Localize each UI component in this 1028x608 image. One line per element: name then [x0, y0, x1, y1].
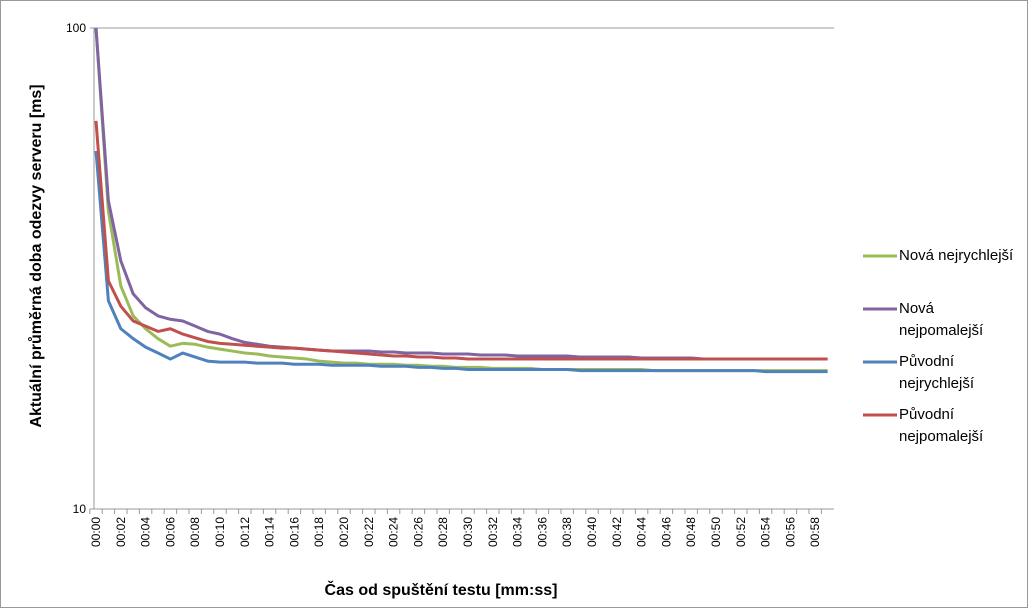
x-tick-label: 00:52	[734, 517, 748, 547]
line-series	[94, 120, 828, 361]
x-tick-label: 00:28	[436, 517, 450, 547]
legend-label: Nová nejrychlejší	[899, 247, 1014, 264]
x-tick-label: 00:46	[659, 517, 673, 547]
x-tick-label: 00:32	[486, 517, 500, 547]
x-tick-label: 00:16	[287, 517, 301, 547]
y-tick-label: 100	[66, 21, 86, 35]
x-tick-label: 00:14	[263, 517, 277, 547]
x-tick-label: 00:44	[635, 517, 649, 547]
x-tick-label: 00:24	[387, 517, 401, 547]
x-tick-label: 00:02	[114, 517, 128, 547]
x-tick-label: 00:36	[535, 517, 549, 547]
x-tick-label: 00:56	[783, 517, 797, 547]
x-tick-label: 00:40	[585, 517, 599, 547]
x-tick-label: 00:50	[709, 517, 723, 547]
y-axis-title: Aktuální průměrná doba odezvy serveru [m…	[28, 84, 45, 427]
x-tick-label: 00:12	[238, 517, 252, 547]
x-tick-label: 00:34	[511, 517, 525, 547]
x-axis-title: Čas od spuštění testu [mm:ss]	[325, 580, 558, 599]
x-tick-label: 00:10	[213, 517, 227, 547]
legend-label: Původní nejrychlejší	[899, 353, 975, 392]
legend-label: Nová nejpomalejší	[899, 300, 984, 339]
x-tick-label: 00:08	[188, 517, 202, 547]
x-tick-label: 00:22	[362, 517, 376, 547]
legend-label: Původní nejpomalejší	[899, 406, 984, 445]
x-tick-label: 00:04	[139, 517, 153, 547]
x-tick-label: 00:48	[684, 517, 698, 547]
x-tick-label: 00:30	[461, 517, 475, 547]
x-tick-label: 00:38	[560, 517, 574, 547]
y-tick-label: 10	[73, 502, 87, 516]
x-tick-label: 00:20	[337, 517, 351, 547]
x-tick-label: 00:42	[610, 517, 624, 547]
x-tick-label: 00:00	[89, 517, 103, 547]
x-tick-label: 00:58	[808, 517, 822, 547]
line-series	[94, 150, 828, 374]
line-series	[94, 27, 828, 361]
x-tick-label: 00:18	[312, 517, 326, 547]
line-series	[94, 27, 828, 373]
x-tick-label: 00:54	[759, 517, 773, 547]
x-tick-label: 00:26	[411, 517, 425, 547]
x-tick-label: 00:06	[163, 517, 177, 547]
